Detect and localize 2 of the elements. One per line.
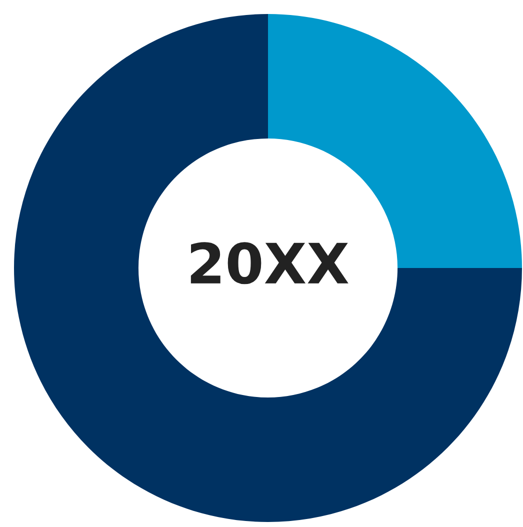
- text: 20XX: [190, 242, 348, 284]
- donut-slice: [14, 14, 522, 522]
